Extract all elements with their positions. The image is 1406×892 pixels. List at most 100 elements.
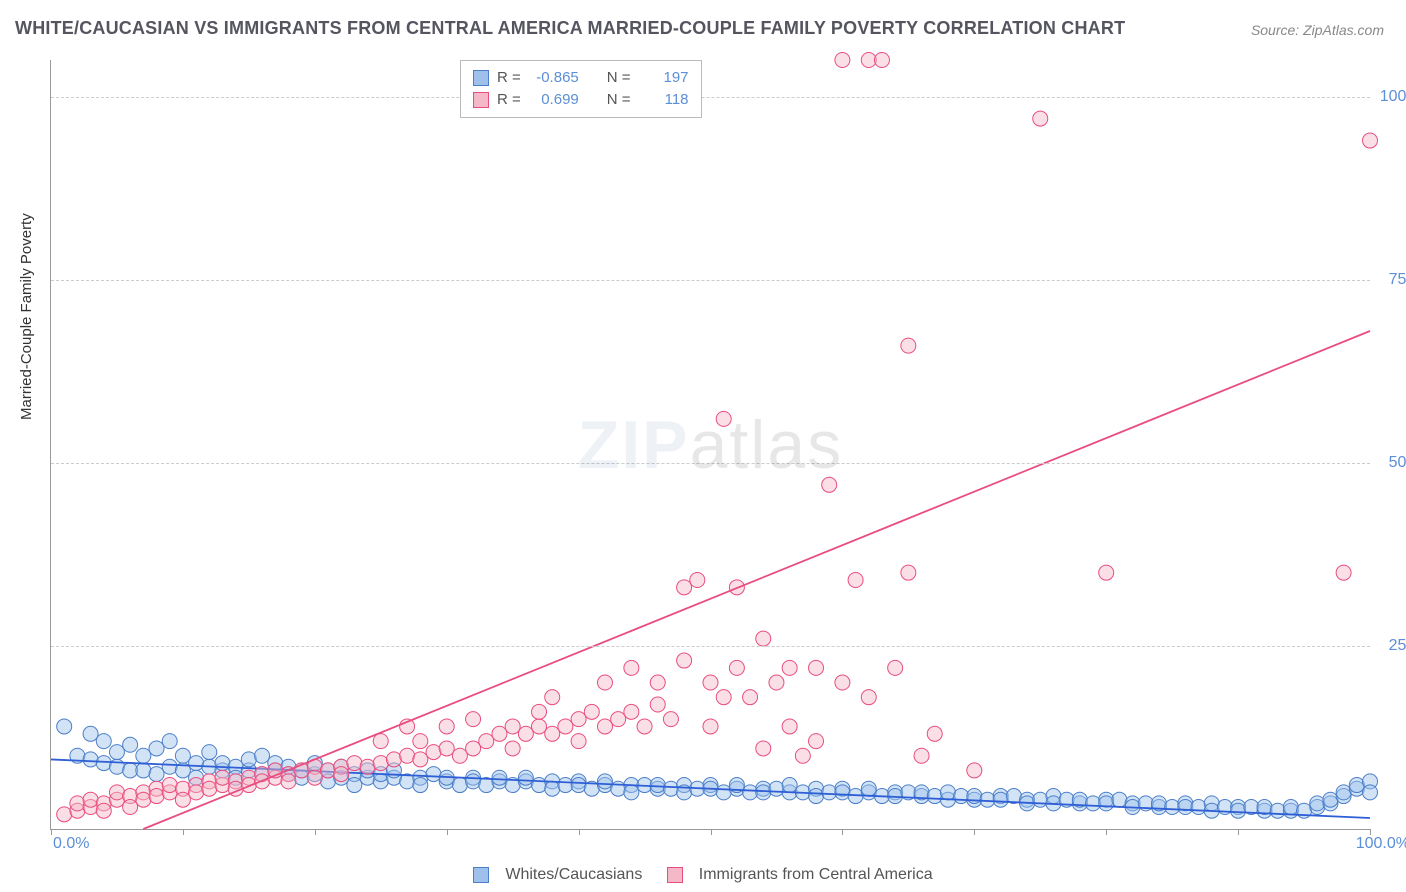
data-point-pink (716, 411, 731, 426)
data-point-blue (861, 781, 876, 796)
data-point-blue (1231, 803, 1246, 818)
data-point-pink (743, 690, 758, 705)
data-point-blue (492, 770, 507, 785)
data-point-pink (413, 734, 428, 749)
data-point-pink (729, 660, 744, 675)
data-point-pink (202, 781, 217, 796)
grid-line (51, 463, 1370, 464)
swatch-pink (473, 92, 489, 108)
data-point-pink (874, 53, 889, 68)
data-point-pink (545, 726, 560, 741)
data-point-pink (281, 774, 296, 789)
data-point-pink (795, 748, 810, 763)
xtick (579, 829, 580, 835)
data-point-pink (439, 719, 454, 734)
data-point-pink (716, 690, 731, 705)
data-point-pink (1033, 111, 1048, 126)
data-point-pink (413, 752, 428, 767)
data-point-pink (532, 719, 547, 734)
data-point-blue (1099, 796, 1114, 811)
ytick-label: 25.0% (1389, 637, 1406, 655)
data-point-pink (373, 734, 388, 749)
data-point-pink (360, 759, 375, 774)
data-point-pink (57, 807, 72, 822)
data-point-pink (162, 778, 177, 793)
data-point-pink (466, 712, 481, 727)
xtick (1238, 829, 1239, 835)
r-value-blue: -0.865 (529, 67, 579, 89)
grid-line (51, 97, 1370, 98)
data-point-pink (769, 675, 784, 690)
data-point-pink (650, 675, 665, 690)
data-point-pink (400, 748, 415, 763)
data-point-blue (1283, 800, 1298, 815)
data-point-blue (782, 778, 797, 793)
data-point-pink (123, 800, 138, 815)
stats-row-pink: R = 0.699 N = 118 (473, 89, 689, 111)
data-point-blue (347, 778, 362, 793)
data-point-pink (756, 631, 771, 646)
source-label: Source: ZipAtlas.com (1251, 22, 1384, 38)
data-point-blue (1363, 785, 1378, 800)
ytick-label: 50.0% (1389, 454, 1406, 472)
data-point-pink (109, 785, 124, 800)
data-point-pink (650, 697, 665, 712)
n-value-blue: 197 (639, 67, 689, 89)
data-point-pink (532, 704, 547, 719)
data-point-blue (769, 781, 784, 796)
data-point-blue (452, 778, 467, 793)
ytick-label: 75.0% (1389, 271, 1406, 289)
data-point-pink (809, 660, 824, 675)
data-point-pink (571, 712, 586, 727)
stats-row-blue: R = -0.865 N = 197 (473, 67, 689, 89)
data-point-pink (967, 763, 982, 778)
chart-title: WHITE/CAUCASIAN VS IMMIGRANTS FROM CENTR… (15, 18, 1125, 39)
xtick (1106, 829, 1107, 835)
data-point-pink (611, 712, 626, 727)
n-label: N = (607, 67, 631, 89)
data-point-blue (109, 745, 124, 760)
xtick (842, 829, 843, 835)
data-point-blue (83, 726, 98, 741)
data-point-blue (1191, 800, 1206, 815)
r-label: R = (497, 89, 521, 111)
data-point-pink (703, 719, 718, 734)
data-point-pink (426, 745, 441, 760)
data-point-blue (809, 789, 824, 804)
chart-svg (51, 60, 1370, 829)
data-point-pink (149, 789, 164, 804)
data-point-pink (571, 734, 586, 749)
data-point-pink (584, 704, 599, 719)
n-value-pink: 118 (639, 89, 689, 111)
data-point-pink (545, 690, 560, 705)
data-point-pink (835, 53, 850, 68)
data-point-blue (1336, 785, 1351, 800)
data-point-blue (241, 752, 256, 767)
data-point-pink (96, 803, 111, 818)
r-value-pink: 0.699 (529, 89, 579, 111)
data-point-blue (927, 789, 942, 804)
legend-label-blue: Whites/Caucasians (505, 866, 642, 883)
data-point-pink (83, 792, 98, 807)
data-point-pink (663, 712, 678, 727)
xtick (447, 829, 448, 835)
data-point-pink (347, 756, 362, 771)
data-point-blue (255, 748, 270, 763)
xaxis-end-label: 100.0% (1356, 835, 1406, 853)
data-point-pink (927, 726, 942, 741)
data-point-blue (993, 792, 1008, 807)
data-point-blue (215, 756, 230, 771)
data-point-blue (611, 781, 626, 796)
plot-area: ZIPatlas 25.0%50.0%75.0%100.0%0.0%100.0% (50, 60, 1370, 830)
data-point-pink (835, 675, 850, 690)
data-point-pink (439, 741, 454, 756)
data-point-blue (835, 785, 850, 800)
data-point-blue (597, 774, 612, 789)
data-point-pink (597, 675, 612, 690)
data-point-pink (558, 719, 573, 734)
data-point-pink (452, 748, 467, 763)
data-point-pink (624, 660, 639, 675)
data-point-pink (1363, 133, 1378, 148)
data-point-pink (822, 477, 837, 492)
data-point-pink (756, 741, 771, 756)
